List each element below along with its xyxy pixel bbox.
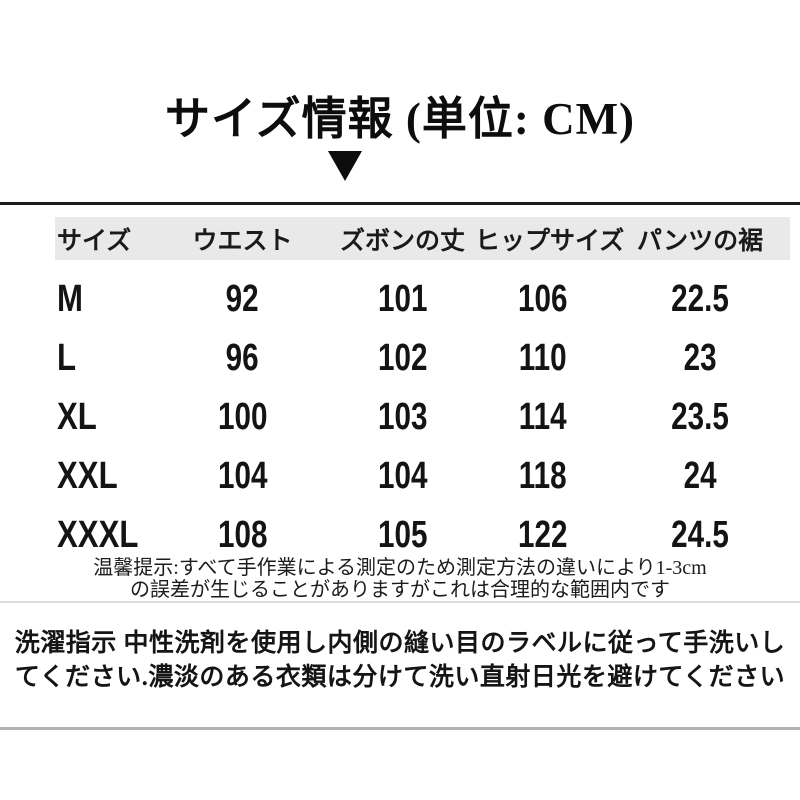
column-header-length: ズボンの丈	[339, 227, 465, 255]
length-cell: 103	[377, 396, 428, 438]
hem-cell: 23	[683, 337, 717, 379]
length-cell: 105	[377, 514, 428, 556]
table-header-row: サイズ ウエスト ズボンの丈 ヒップサイズ パンツの裾	[55, 217, 790, 260]
measurement-note: 温馨提示:すべて手作業による測定のため測定方法の違いにより1-3cm の誤差が生…	[0, 557, 800, 601]
care-instructions: 洗濯指示 中性洗剤を使用し内側の縫い目のラベルに従って手洗いし てください.濃淡…	[0, 627, 800, 695]
column-header-hip: ヒップサイズ	[475, 227, 625, 255]
hem-cell: 24.5	[671, 514, 729, 556]
down-triangle-icon	[328, 151, 362, 181]
size-cell: M	[57, 278, 83, 320]
size-cell: XXXL	[57, 514, 139, 556]
hip-cell: 122	[517, 514, 568, 556]
column-header-size: サイズ	[57, 227, 132, 255]
waist-cell: 108	[217, 514, 268, 556]
size-table: サイズ ウエスト ズボンの丈 ヒップサイズ パンツの裾 M 92 101 106…	[55, 217, 790, 565]
page-title: サイズ情報 (単位: CM)	[164, 94, 636, 144]
table-row-xxl: XXL 104 104 118 24	[55, 447, 790, 506]
size-cell: XXL	[57, 455, 118, 497]
waist-cell: 104	[217, 455, 268, 497]
top-divider	[0, 202, 800, 205]
size-cell: L	[57, 337, 77, 379]
note-line-2: の誤差が生じることがありますがこれは合理的な範囲内です	[130, 579, 670, 601]
table-row-l: L 96 102 110 23	[55, 329, 790, 388]
hip-cell: 110	[518, 337, 567, 379]
size-cell: XL	[57, 396, 97, 438]
hip-cell: 106	[517, 278, 568, 320]
table-row-xxxl: XXXL 108 105 122 24.5	[55, 506, 790, 565]
care-line-2: てください.濃淡のある衣類は分けて洗い直射日光を避けてください	[14, 664, 786, 691]
hip-cell: 118	[518, 455, 567, 497]
bottom-divider	[0, 727, 800, 730]
hip-cell: 114	[518, 396, 567, 438]
length-cell: 101	[377, 278, 428, 320]
table-row-m: M 92 101 106 22.5	[55, 270, 790, 329]
length-cell: 102	[377, 337, 428, 379]
note-line-1: 温馨提示:すべて手作業による測定のため測定方法の違いにより1-3cm	[93, 557, 707, 579]
table-body: M 92 101 106 22.5 L 96 102 110 23 XL 100…	[55, 270, 790, 565]
hem-cell: 22.5	[671, 278, 729, 320]
waist-cell: 96	[226, 337, 259, 379]
length-cell: 104	[377, 455, 428, 497]
column-header-waist: ウエスト	[192, 227, 293, 255]
care-line-1: 洗濯指示 中性洗剤を使用し内側の縫い目のラベルに従って手洗いし	[14, 630, 786, 657]
middle-divider	[0, 601, 800, 603]
waist-cell: 92	[226, 278, 259, 320]
waist-cell: 100	[217, 396, 268, 438]
hem-cell: 24	[683, 455, 717, 497]
column-header-hem: パンツの裾	[636, 227, 764, 255]
table-row-xl: XL 100 103 114 23.5	[55, 388, 790, 447]
hem-cell: 23.5	[671, 396, 729, 438]
